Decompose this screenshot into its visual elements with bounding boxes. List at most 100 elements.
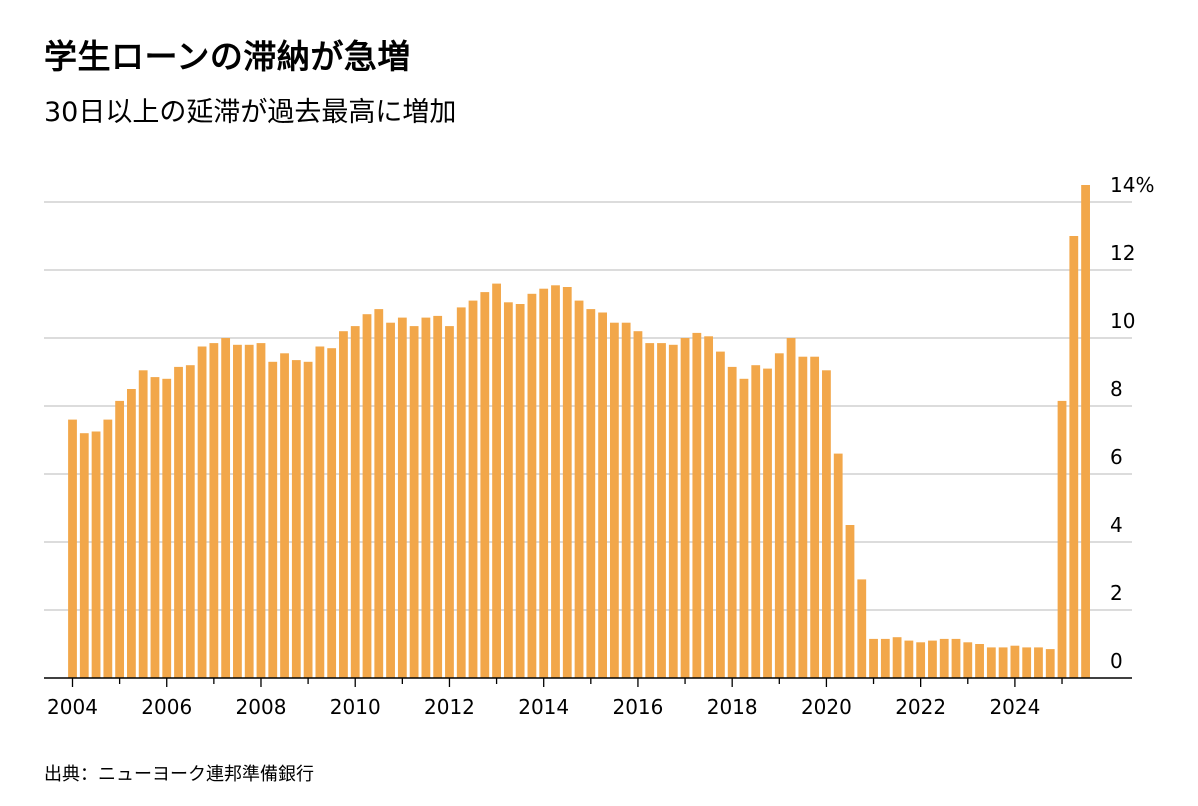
bar (716, 351, 725, 678)
bar (986, 647, 996, 678)
bar (609, 322, 619, 678)
bar (963, 642, 973, 678)
bar (233, 344, 242, 678)
bar (774, 353, 784, 678)
bar (162, 378, 172, 678)
x-tick-label: 2016 (612, 695, 663, 719)
bar (315, 346, 325, 678)
x-tick-label: 2008 (236, 695, 287, 719)
bar (845, 525, 855, 678)
y-tick-label: 10 (1110, 309, 1135, 333)
bar (727, 366, 737, 678)
bar (221, 338, 231, 678)
bar (244, 344, 254, 678)
y-tick-label: 2 (1110, 581, 1123, 605)
axis-labels: 0 2 4 6 8 10 12 14% 2004 2006 2008 2010 2012 2014 2016… (47, 173, 1154, 719)
bar (386, 322, 395, 678)
chart-subtitle: 30日以上の延滞が過去最高に増加 (44, 97, 457, 128)
x-tick-label: 2024 (989, 695, 1040, 719)
bar (704, 336, 714, 678)
x-tick-label: 2010 (330, 695, 381, 719)
bar (327, 348, 337, 678)
bar (115, 400, 125, 678)
bar (79, 433, 89, 678)
bar (209, 343, 219, 678)
bar (586, 309, 596, 678)
y-tick-label: 4 (1110, 513, 1123, 537)
x-tick-label: 2022 (895, 695, 946, 719)
y-tick-label: 12 (1110, 241, 1135, 265)
bar (916, 642, 926, 678)
bar (397, 317, 407, 678)
bar (975, 644, 984, 678)
bar (574, 300, 584, 678)
bar (480, 292, 490, 678)
bar (138, 370, 148, 678)
bar (433, 315, 443, 678)
x-tick-label: 2018 (707, 695, 758, 719)
bar (492, 283, 501, 678)
y-tick-label: 14% (1110, 173, 1154, 197)
bar (68, 419, 77, 678)
x-tick-label: 2006 (141, 695, 192, 719)
bar (739, 378, 749, 678)
y-tick-label: 8 (1110, 377, 1123, 401)
bar (91, 431, 101, 678)
bar (456, 307, 466, 678)
bar (503, 302, 513, 678)
bar (857, 579, 867, 678)
bar (645, 343, 655, 678)
bar (668, 344, 678, 678)
bar (445, 326, 454, 678)
bar (1081, 185, 1090, 678)
bar (1057, 400, 1067, 678)
bar (810, 356, 820, 678)
bar (680, 338, 690, 678)
bar (350, 326, 360, 678)
bar (185, 365, 195, 678)
bar (1022, 647, 1032, 678)
y-tick-label: 6 (1110, 445, 1123, 469)
bar (1045, 649, 1055, 678)
bar (421, 317, 431, 678)
bar (562, 287, 572, 678)
x-tick-label: 2004 (47, 695, 98, 719)
bar (291, 360, 301, 678)
bar (197, 346, 207, 678)
bar (798, 356, 808, 678)
bar (869, 638, 878, 678)
x-tick-label: 2012 (424, 695, 475, 719)
x-tick-label: 2020 (801, 695, 852, 719)
source-note: 出典：ニューヨーク連邦準備銀行 (44, 764, 314, 785)
bar (362, 314, 372, 678)
bar (539, 288, 549, 678)
bar (786, 338, 796, 678)
bar (598, 312, 607, 678)
bar (833, 453, 843, 678)
bar (928, 640, 937, 678)
bar (174, 366, 183, 678)
bar (998, 647, 1008, 678)
y-tick-label: 0 (1110, 649, 1123, 673)
bar (515, 304, 525, 678)
bar (303, 361, 313, 678)
bar (339, 331, 348, 678)
bar (1069, 236, 1079, 678)
x-tick-label: 2014 (518, 695, 569, 719)
bar (763, 368, 772, 678)
bar (1034, 647, 1043, 678)
bar (280, 353, 289, 678)
bar (692, 332, 702, 678)
bar (409, 326, 419, 678)
bar (256, 343, 266, 678)
bar (822, 370, 831, 678)
bar (904, 640, 914, 678)
bar (374, 309, 384, 678)
bar (103, 419, 113, 678)
chart-title: 学生ローンの滞納が急増 (44, 37, 411, 76)
bar (951, 638, 961, 678)
bar (880, 638, 890, 678)
bar (657, 343, 666, 678)
bar (551, 285, 560, 678)
